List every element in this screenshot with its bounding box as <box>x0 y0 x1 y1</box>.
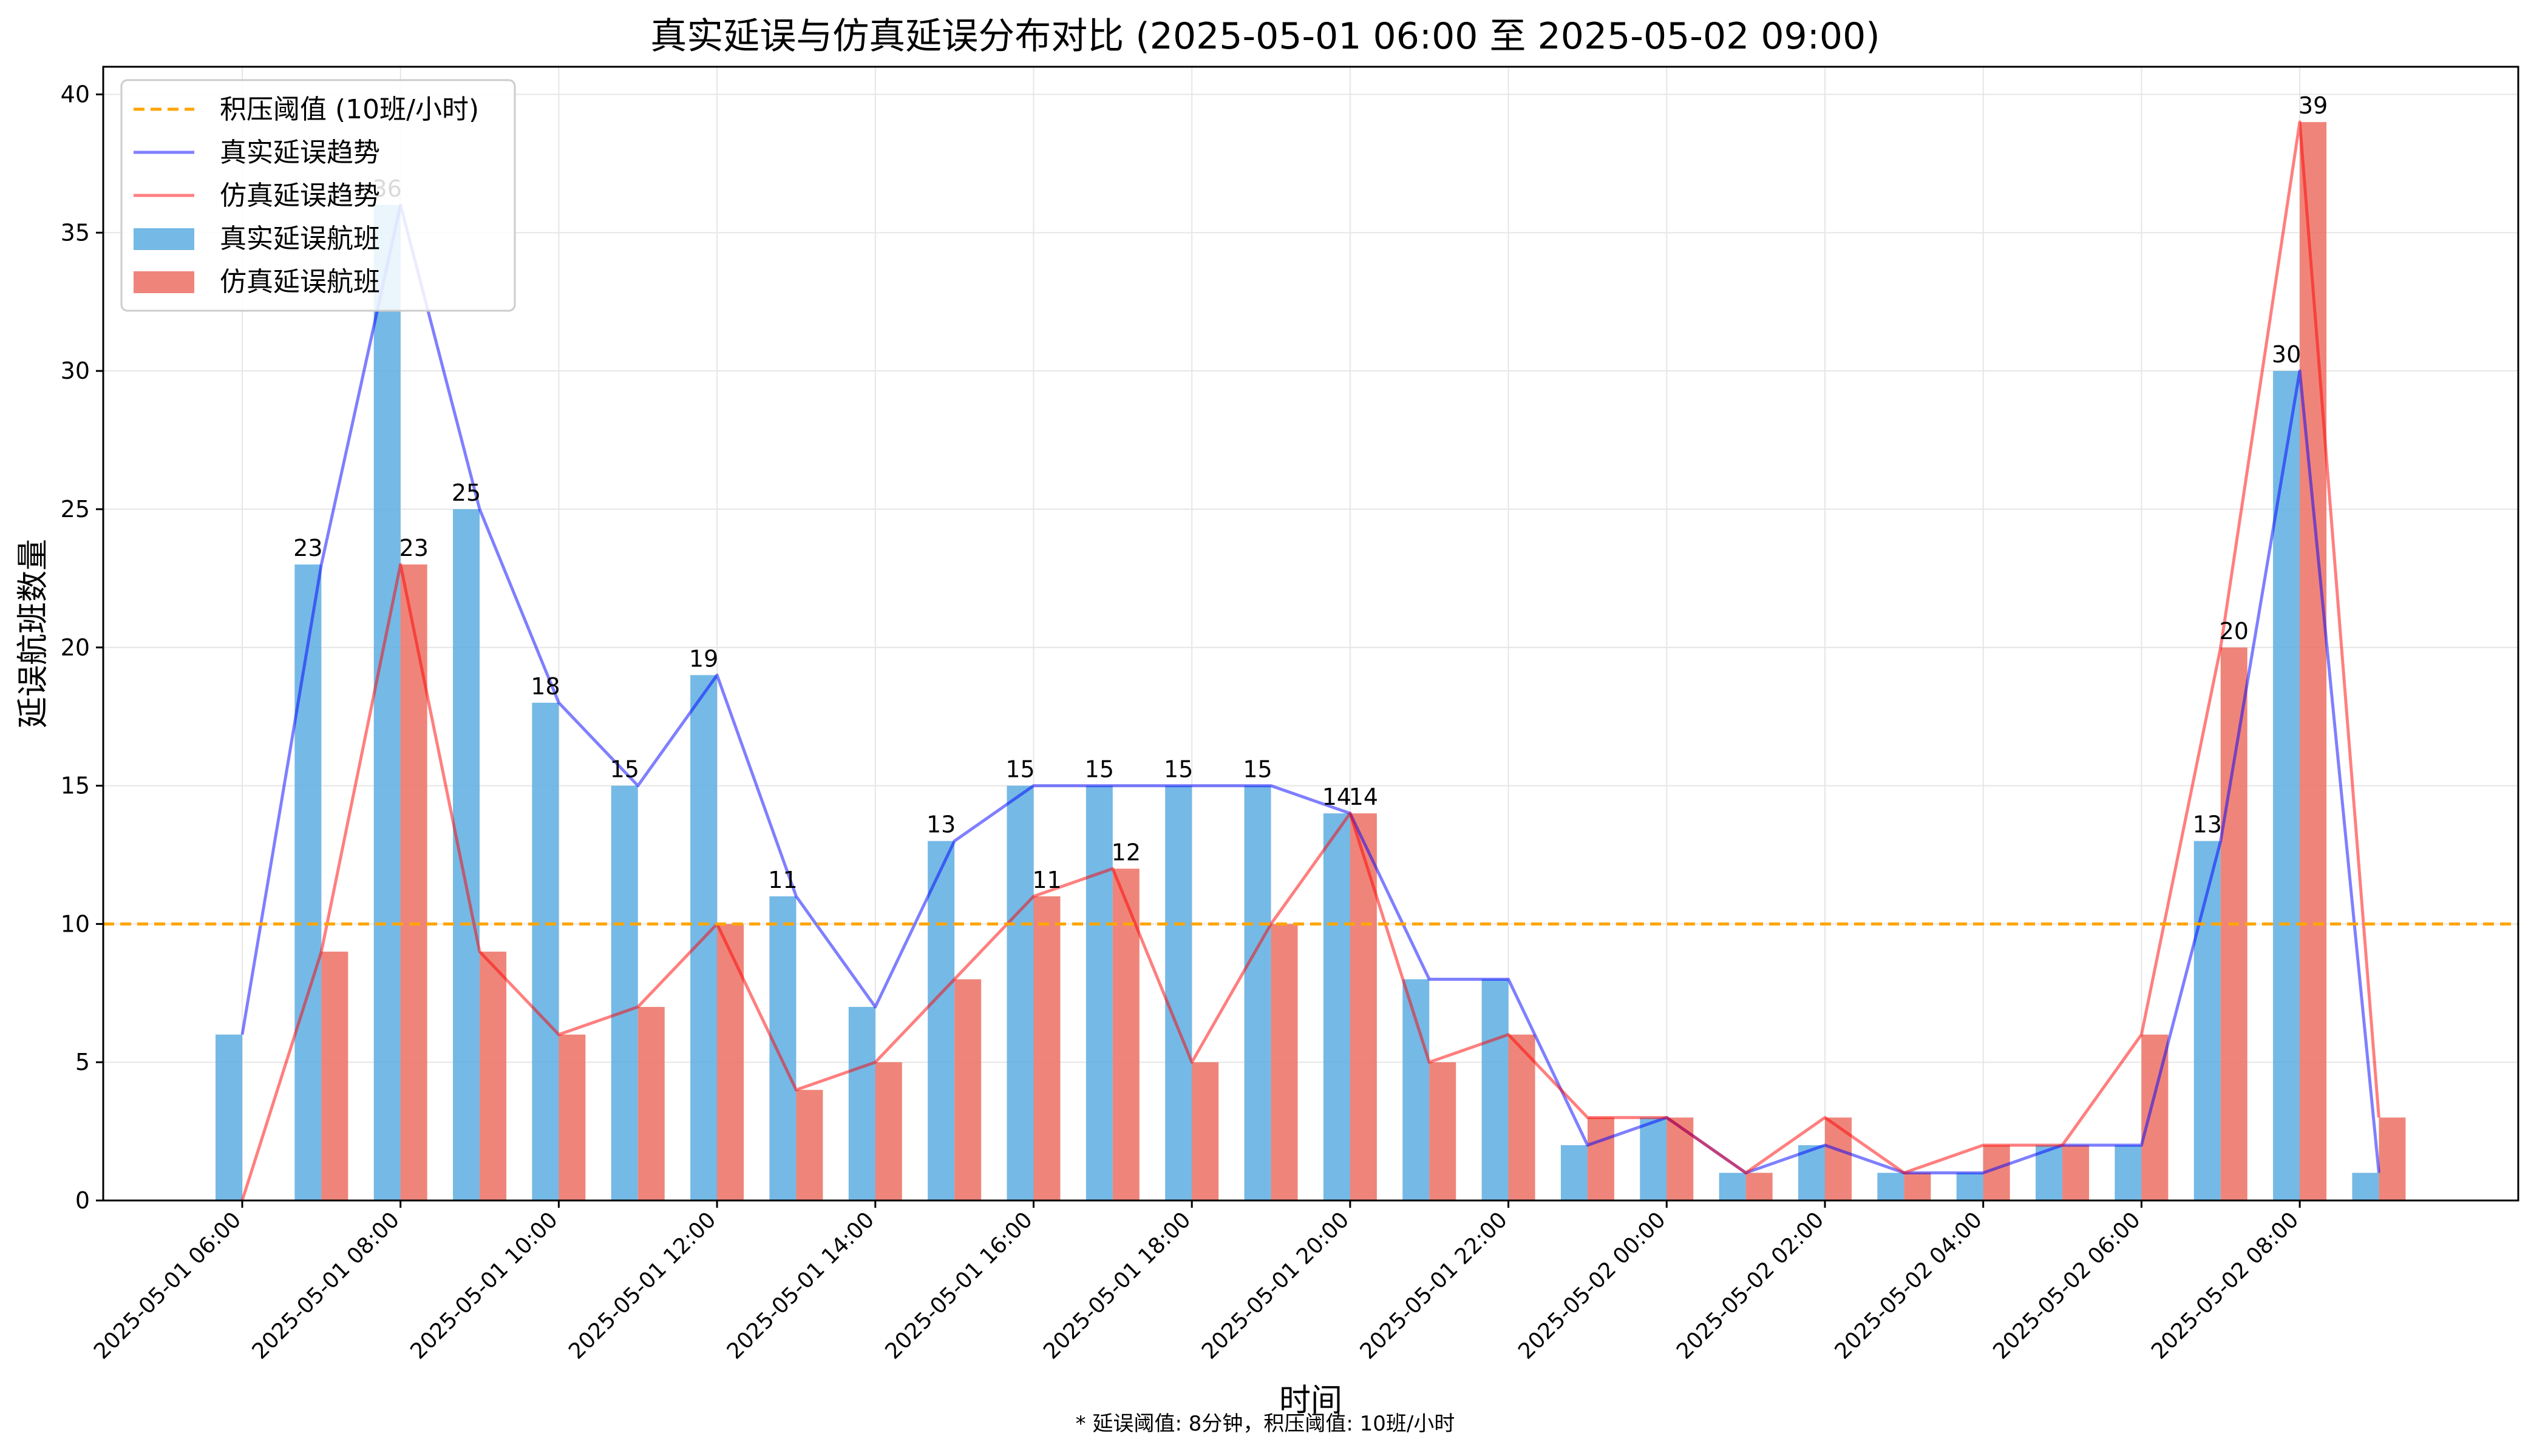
real-delay-bar <box>1402 979 1430 1200</box>
real-delay-value-label: 13 <box>2193 811 2222 838</box>
sim-delay-value-label: 12 <box>1112 839 1141 865</box>
sim-delay-bars <box>321 122 2406 1200</box>
sim-delay-value-label: 39 <box>2298 92 2328 119</box>
sim-delay-bar <box>637 1007 665 1200</box>
legend-sim-bar-label: 仿真延误航班 <box>220 266 380 297</box>
real-delay-value-label: 25 <box>452 479 481 506</box>
sim-delay-bar <box>1429 1062 1456 1200</box>
y-tick-label: 35 <box>61 219 90 246</box>
sim-delay-value-label: 20 <box>2220 618 2249 645</box>
sim-delay-bar <box>321 951 348 1200</box>
sim-delay-bar <box>1666 1117 1694 1200</box>
sim-delay-bar <box>796 1089 823 1200</box>
real-delay-bar <box>1085 785 1113 1200</box>
real-delay-bar <box>611 785 638 1200</box>
real-delay-bar <box>1007 785 1034 1200</box>
real-delay-bar <box>928 841 955 1200</box>
sim-delay-bar <box>717 924 744 1200</box>
real-delay-bar <box>2193 841 2221 1200</box>
real-delay-bar <box>1560 1145 1588 1200</box>
real-delay-bar <box>1481 979 1509 1200</box>
real-delay-value-label: 14 <box>1322 784 1351 810</box>
sim-delay-bar <box>954 979 982 1200</box>
real-delay-bar <box>2273 371 2300 1201</box>
real-delay-value-label: 18 <box>531 673 560 700</box>
y-tick-label: 10 <box>61 910 90 937</box>
legend: 积压阈值 (10班/小时) 真实延误趋势 仿真延误趋势 真实延误航班 仿真延误航… <box>120 79 516 312</box>
sim-delay-bar <box>559 1034 586 1200</box>
legend-real-bar-label: 真实延误航班 <box>220 223 380 254</box>
real-delay-bar <box>1165 785 1192 1200</box>
sim-delay-bar <box>1508 1034 1535 1200</box>
sim-delay-bar <box>1350 813 1377 1200</box>
legend-real-bar-swatch <box>134 228 194 250</box>
sim-delay-bar <box>1904 1173 1931 1200</box>
sim-delay-bar <box>1825 1117 1852 1200</box>
y-tick-label: 40 <box>61 81 90 108</box>
sim-delay-trend-line <box>240 120 2380 1201</box>
real-delay-value-label: 15 <box>1243 756 1272 783</box>
real-delay-value-label: 11 <box>768 867 797 893</box>
sim-delay-bar <box>1271 924 1298 1200</box>
chart-title: 真实延误与仿真延误分布对比 (2025-05-01 06:00 至 2025-0… <box>650 15 1880 58</box>
legend-sim-bar-swatch <box>134 271 194 293</box>
real-delay-bar <box>2352 1173 2379 1200</box>
sim-delay-bar <box>480 951 507 1200</box>
y-axis-label: 延误航班数量 <box>15 539 52 728</box>
real-delay-bar <box>848 1007 875 1200</box>
sim-delay-value-label: 14 <box>1349 784 1378 810</box>
real-delay-bar <box>769 896 797 1200</box>
real-delay-value-label: 15 <box>610 756 639 783</box>
y-tick-label: 5 <box>75 1049 90 1075</box>
sim-delay-value-label: 11 <box>1032 867 1061 893</box>
sim-delay-bar <box>1192 1062 1219 1200</box>
x-axis-label: 时间 <box>1279 1383 1342 1419</box>
real-delay-bar <box>2115 1145 2142 1200</box>
real-delay-value-label: 15 <box>1085 756 1114 783</box>
real-delay-bar <box>1956 1173 1983 1200</box>
real-delay-value-label: 23 <box>293 535 322 561</box>
y-tick-label: 0 <box>75 1187 90 1214</box>
sim-delay-bar <box>400 564 427 1200</box>
y-tick-label: 20 <box>61 634 90 661</box>
sim-delay-bar <box>2062 1145 2090 1200</box>
sim-delay-bar <box>1587 1117 1614 1200</box>
sim-delay-bar <box>1745 1173 1773 1200</box>
real-delay-bar <box>532 702 559 1200</box>
real-delay-bar <box>373 205 401 1200</box>
footnote: * 延误阈值: 8分钟，积压阈值: 10班/小时 <box>1076 1412 1455 1436</box>
sim-delay-bar <box>1112 869 1140 1200</box>
real-delay-bar <box>1877 1173 1904 1200</box>
real-delay-bar <box>1244 785 1271 1200</box>
y-tick-label: 15 <box>61 773 90 799</box>
real-delay-value-label: 30 <box>2272 341 2301 368</box>
real-delay-trend-line <box>240 203 2380 1174</box>
sim-delay-value-label: 23 <box>399 535 429 561</box>
sim-delay-bar <box>2379 1117 2406 1200</box>
plot-frame <box>102 66 2519 1202</box>
real-delay-bar <box>216 1034 242 1200</box>
y-tick-label: 25 <box>61 496 90 523</box>
real-delay-bar <box>1323 813 1350 1200</box>
sim-delay-bar <box>1033 896 1061 1200</box>
real-delay-value-label: 19 <box>689 645 718 672</box>
real-delay-value-label: 13 <box>926 811 956 838</box>
sim-delay-bar <box>875 1062 902 1200</box>
trend-lines <box>240 120 2380 1201</box>
real-delay-bar <box>294 564 322 1200</box>
y-tick-label: 30 <box>61 357 90 384</box>
real-delay-bar <box>453 509 480 1200</box>
legend-sim-trend-label: 仿真延误趋势 <box>220 180 380 211</box>
y-axis: 0 5 10 15 20 25 30 35 40 <box>61 81 103 1214</box>
real-delay-value-label: 15 <box>1164 756 1193 783</box>
legend-real-trend-label: 真实延误趋势 <box>220 137 380 168</box>
real-delay-bar <box>1719 1173 1746 1200</box>
real-delay-bar <box>1640 1117 1667 1200</box>
legend-threshold-label: 积压阈值 (10班/小时) <box>220 94 479 125</box>
real-delay-value-label: 15 <box>1005 756 1034 783</box>
legend-frame <box>120 79 516 312</box>
real-delay-bars <box>216 205 2379 1201</box>
